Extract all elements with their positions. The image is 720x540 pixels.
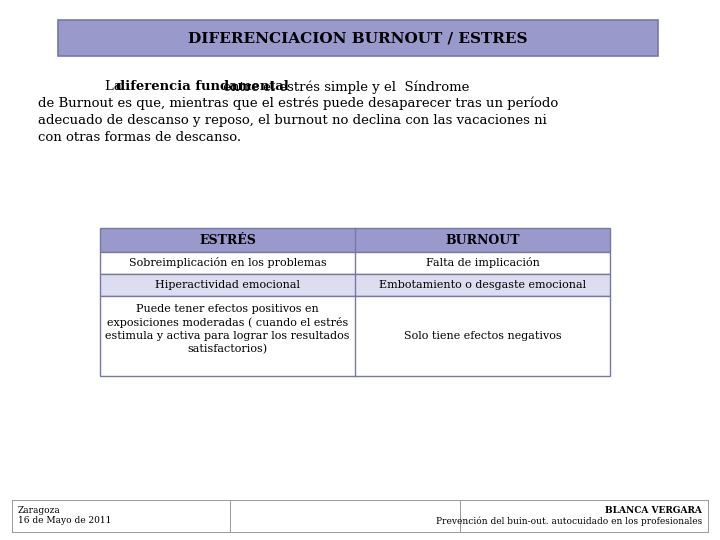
Text: Sobreimplicación en los problemas: Sobreimplicación en los problemas <box>129 258 326 268</box>
Text: BLANCA VERGARA: BLANCA VERGARA <box>605 506 702 515</box>
Text: Puede tener efectos positivos en
exposiciones moderadas ( cuando el estrés
estim: Puede tener efectos positivos en exposic… <box>105 304 350 354</box>
Text: con otras formas de descanso.: con otras formas de descanso. <box>38 131 241 144</box>
Text: entre el estrés simple y el  Síndrome: entre el estrés simple y el Síndrome <box>219 80 469 93</box>
Text: DIFERENCIACION BURNOUT / ESTRES: DIFERENCIACION BURNOUT / ESTRES <box>188 31 528 45</box>
FancyBboxPatch shape <box>100 296 610 376</box>
Text: BURNOUT: BURNOUT <box>445 233 520 246</box>
Text: Embotamiento o desgaste emocional: Embotamiento o desgaste emocional <box>379 280 586 290</box>
Text: Falta de implicación: Falta de implicación <box>426 258 539 268</box>
Text: 16 de Mayo de 2011: 16 de Mayo de 2011 <box>18 516 112 525</box>
Text: diferencia fundamental: diferencia fundamental <box>116 80 289 93</box>
Text: La: La <box>105 80 126 93</box>
FancyBboxPatch shape <box>58 20 658 56</box>
FancyBboxPatch shape <box>100 274 610 296</box>
FancyBboxPatch shape <box>100 228 610 252</box>
Text: adecuado de descanso y reposo, el burnout no declina con las vacaciones ni: adecuado de descanso y reposo, el burnou… <box>38 114 546 127</box>
Text: Prevención del buin-out. autocuidado en los profesionales: Prevención del buin-out. autocuidado en … <box>436 516 702 525</box>
Text: de Burnout es que, mientras que el estrés puede desaparecer tras un período: de Burnout es que, mientras que el estré… <box>38 97 558 111</box>
Text: Solo tiene efectos negativos: Solo tiene efectos negativos <box>404 331 562 341</box>
Text: ESTRÉS: ESTRÉS <box>199 233 256 246</box>
FancyBboxPatch shape <box>100 252 610 274</box>
Text: Zaragoza: Zaragoza <box>18 506 60 515</box>
Text: Hiperactividad emocional: Hiperactividad emocional <box>155 280 300 290</box>
